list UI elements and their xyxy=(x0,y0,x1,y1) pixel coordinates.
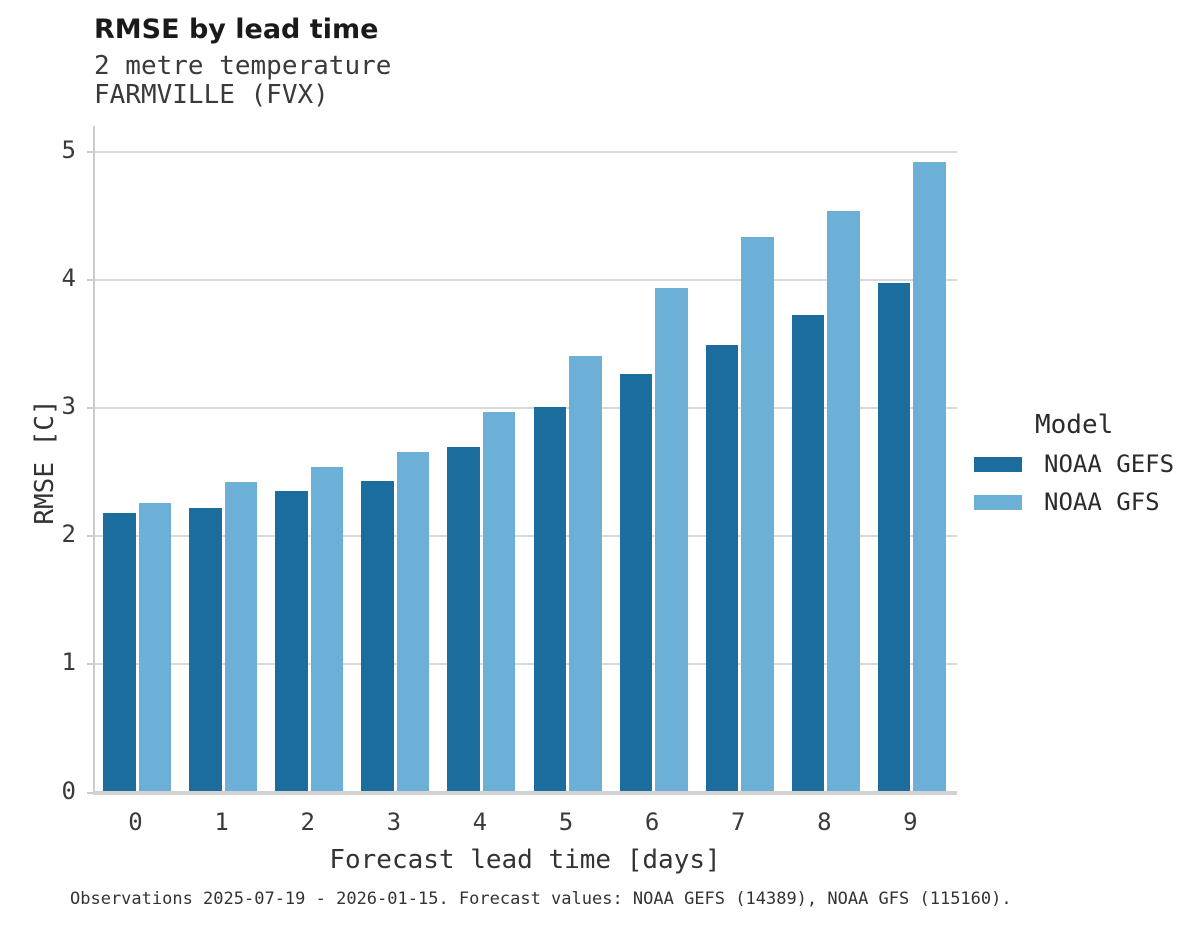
bar-noaa-gfs xyxy=(741,236,774,793)
chart-title: RMSE by lead time xyxy=(94,14,379,45)
y-tick-mark xyxy=(87,791,93,794)
y-tick-mark xyxy=(87,151,93,153)
legend-swatch-gefs xyxy=(974,456,1022,472)
y-gridline xyxy=(94,279,957,282)
legend-swatch-gfs xyxy=(974,494,1022,510)
x-tick-label: 7 xyxy=(730,808,746,836)
bar-noaa-gefs xyxy=(275,491,308,793)
y-tick-mark xyxy=(87,279,93,282)
legend-label-gefs: NOAA GEFS xyxy=(1044,450,1175,478)
bar-noaa-gefs xyxy=(447,446,480,793)
bar-noaa-gfs xyxy=(482,412,516,793)
bar-noaa-gefs xyxy=(791,314,825,793)
footer-caption: Observations 2025-07-19 - 2026-01-15. Fo… xyxy=(70,889,1012,909)
y-tick-mark xyxy=(87,407,93,410)
x-tick-label: 3 xyxy=(386,808,402,836)
y-tick-label: 1 xyxy=(61,648,76,677)
bar-noaa-gefs xyxy=(705,345,739,793)
bar-noaa-gefs xyxy=(533,406,566,793)
y-tick-label: 3 xyxy=(61,392,76,421)
x-tick-label: 2 xyxy=(300,808,315,836)
x-tick-label: 4 xyxy=(472,808,488,836)
x-tick-label: 6 xyxy=(644,808,660,836)
legend-entry-gefs: NOAA GEFS xyxy=(974,450,1174,478)
legend: Model NOAA GEFS NOAA GFS xyxy=(974,410,1174,526)
bar-noaa-gfs xyxy=(569,355,602,793)
y-gridline xyxy=(94,151,957,153)
y-tick-label: 5 xyxy=(61,136,76,164)
y-gridline xyxy=(94,535,957,538)
y-tick-mark xyxy=(87,663,93,666)
y-tick-label: 4 xyxy=(61,264,76,293)
bar-noaa-gfs xyxy=(655,287,688,793)
chart-subtitle-station: FARMVILLE (FVX) xyxy=(94,80,329,110)
bar-noaa-gefs xyxy=(189,508,222,793)
bar-noaa-gfs xyxy=(138,502,171,793)
bar-noaa-gefs xyxy=(877,282,911,793)
chart-subtitle-variable: 2 metre temperature xyxy=(94,51,392,81)
x-axis-baseline xyxy=(93,790,957,795)
legend-title: Model xyxy=(1035,410,1114,440)
legend-label-gfs: NOAA GFS xyxy=(1044,488,1160,516)
legend-entry-gfs: NOAA GFS xyxy=(974,488,1174,516)
y-axis-spine xyxy=(93,126,95,795)
bar-noaa-gfs xyxy=(396,451,430,793)
bar-noaa-gefs xyxy=(619,373,653,793)
y-tick-mark xyxy=(87,535,93,538)
x-tick-label: 8 xyxy=(817,808,832,836)
bar-noaa-gfs xyxy=(310,467,344,793)
y-tick-label: 0 xyxy=(61,776,76,805)
x-tick-label: 1 xyxy=(214,808,229,836)
bar-noaa-gfs xyxy=(827,210,860,793)
y-axis-title: RMSE [C] xyxy=(30,399,60,525)
y-gridline xyxy=(94,407,957,410)
y-tick-label: 2 xyxy=(61,520,76,549)
x-tick-label: 9 xyxy=(903,808,918,836)
x-axis-title: Forecast lead time [days] xyxy=(329,845,721,875)
bar-noaa-gefs xyxy=(103,513,136,793)
x-tick-label: 0 xyxy=(128,808,143,836)
y-gridline xyxy=(94,663,957,666)
x-tick-label: 5 xyxy=(558,808,574,836)
bar-noaa-gfs xyxy=(913,162,946,793)
bar-noaa-gfs xyxy=(224,482,258,793)
bar-noaa-gefs xyxy=(361,481,394,793)
